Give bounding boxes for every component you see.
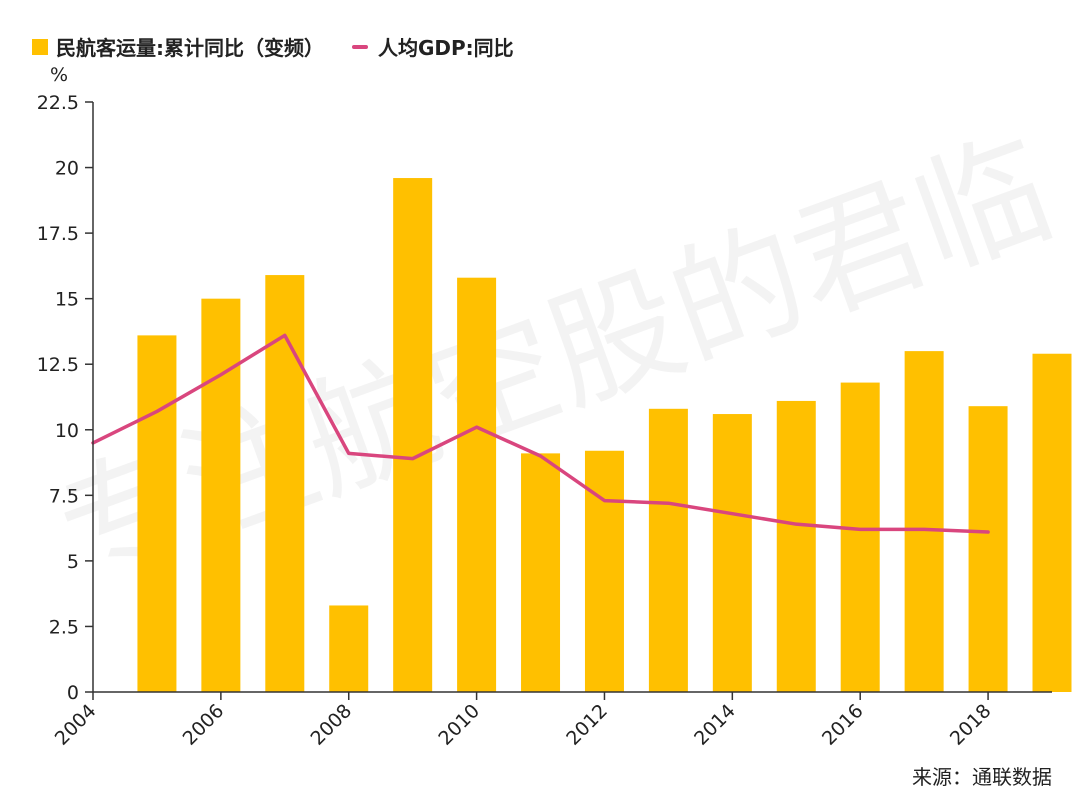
y-tick-label: 22.5 [37,92,79,114]
y-tick-label: 5 [67,551,79,573]
legend-line-label: 人均GDP:同比 [378,36,514,60]
bar [840,382,880,692]
bar [712,414,752,692]
legend-item-bar[interactable]: 民航客运量:累计同比（变频） [32,32,324,61]
bar [776,400,816,692]
y-tick-layer: 0 2.5 5 7.5 10 12.5 15 17.5 20 22.5 [37,92,93,704]
y-tick-label: 15 [55,289,79,311]
bar [584,450,624,692]
y-tick-label: 17.5 [37,223,79,245]
bar [137,335,177,692]
legend: 民航客运量:累计同比（变频） 人均GDP:同比 [32,32,542,61]
x-tick-label: 2012 [562,700,612,750]
bar [648,408,688,692]
source-note: 来源：通联数据 [912,765,1052,789]
legend-line-swatch [352,44,368,49]
bar [1032,353,1072,692]
legend-bar-swatch [32,38,48,55]
bar [457,277,497,692]
x-tick-label: 2004 [51,700,101,750]
y-tick-label: 10 [55,420,79,442]
bar [329,605,369,692]
legend-item-line[interactable]: 人均GDP:同比 [352,32,514,61]
legend-bar-label: 民航客运量:累计同比（变频） [56,36,324,60]
bar [968,406,1008,692]
bar-series [137,178,1072,693]
x-tick-label: 2008 [307,700,357,750]
y-tick-label: 12.5 [37,354,79,376]
y-tick-label: 0 [67,682,79,704]
bar [904,351,944,692]
y-tick-label: 7.5 [49,485,79,507]
bar [201,298,241,692]
x-tick-label: 2006 [179,700,229,750]
x-tick-label: 2010 [434,700,484,750]
y-tick-label: 20 [55,158,79,180]
x-tick-label: 2018 [946,700,996,750]
x-tick-label: 2014 [690,700,740,750]
y-tick-label: 2.5 [49,616,79,638]
y-axis-unit: % [50,64,69,86]
bar [393,178,433,693]
x-tick-label: 2016 [818,700,868,750]
bar [521,453,561,692]
